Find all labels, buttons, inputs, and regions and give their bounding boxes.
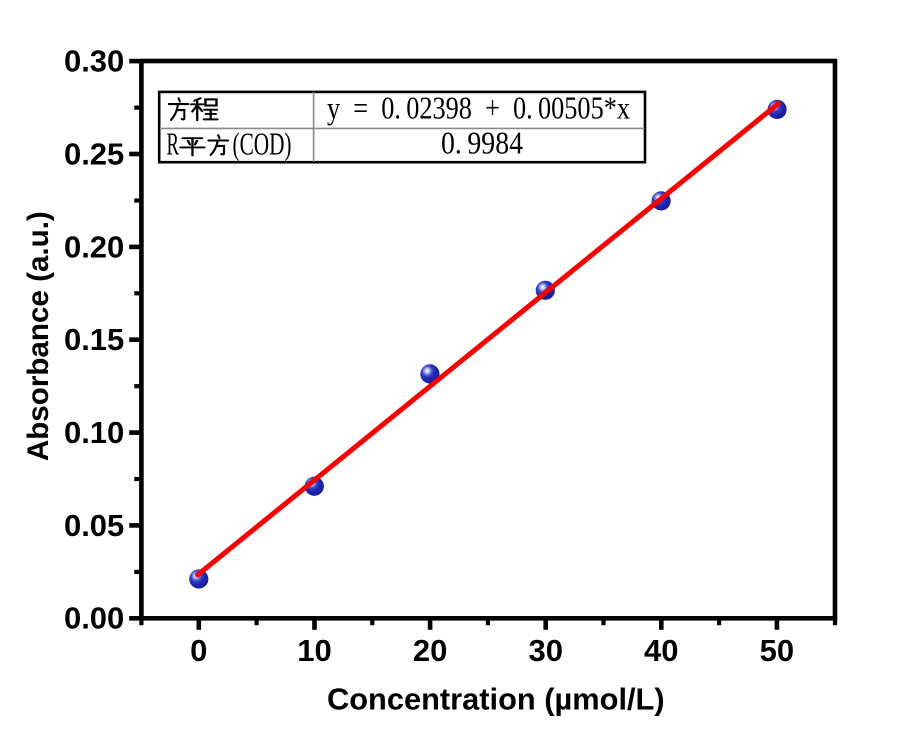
svg-text:20: 20 (413, 633, 447, 668)
svg-text:40: 40 (644, 633, 678, 668)
svg-text:0.20: 0.20 (64, 229, 124, 264)
svg-text:0.25: 0.25 (64, 136, 124, 171)
svg-text:10: 10 (297, 633, 331, 668)
svg-text:0.00: 0.00 (64, 601, 124, 636)
svg-text:0.15: 0.15 (64, 322, 124, 357)
svg-text:(COD): (COD) (233, 125, 292, 161)
svg-text:Absorbance (a.u.): Absorbance (a.u.) (22, 211, 55, 461)
svg-text:Concentration (µmol/L): Concentration (µmol/L) (327, 681, 665, 716)
svg-text:y = 0. 02398 + 0. 00505*x: y = 0. 02398 + 0. 00505*x (327, 90, 630, 126)
svg-text:0: 0 (190, 633, 207, 668)
svg-text:0. 9984: 0. 9984 (441, 125, 523, 161)
svg-text:0.05: 0.05 (64, 508, 124, 543)
svg-text:0.10: 0.10 (64, 415, 124, 450)
svg-text:0.30: 0.30 (64, 44, 124, 79)
svg-text:R: R (167, 125, 180, 161)
svg-text:30: 30 (528, 633, 562, 668)
svg-text:50: 50 (760, 633, 794, 668)
